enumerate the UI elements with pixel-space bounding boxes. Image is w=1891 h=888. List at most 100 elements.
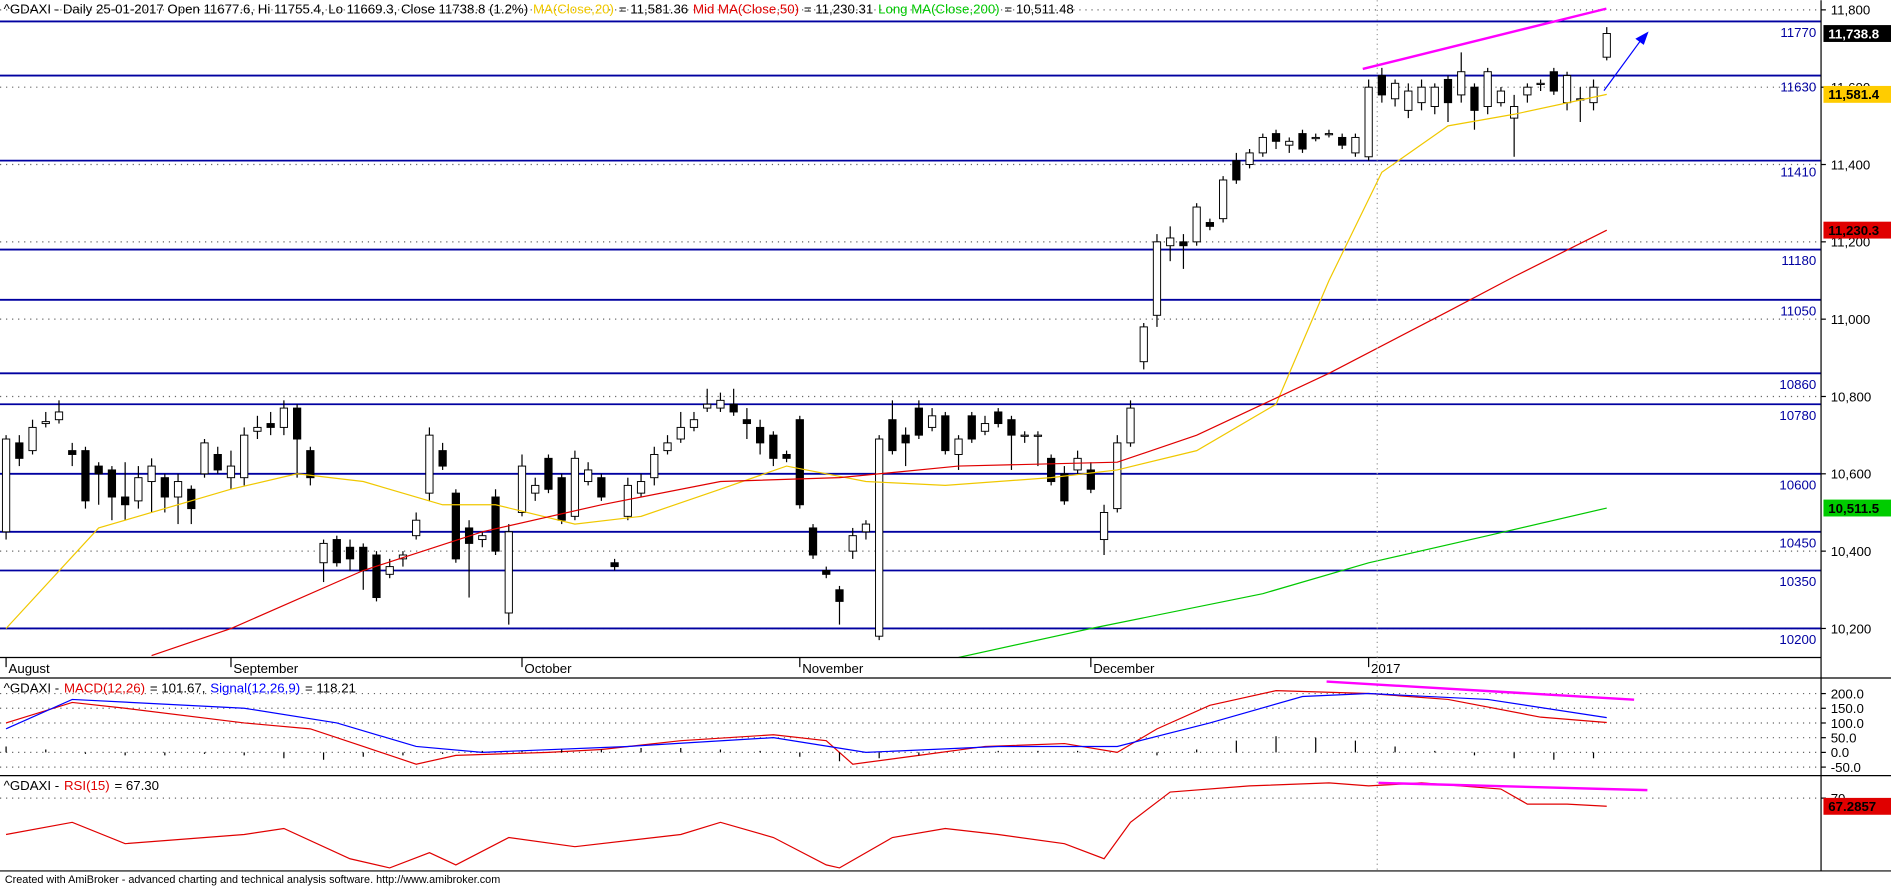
- arrow-head: [1635, 31, 1649, 45]
- chart-title: ^GDAXI -: [4, 680, 60, 695]
- candle-body: [1218, 179, 1228, 220]
- level-label: 10200: [1779, 632, 1816, 647]
- candle-body: [1033, 434, 1043, 437]
- candle-body: [994, 411, 1003, 425]
- candle-body: [1457, 71, 1466, 96]
- candle-body: [676, 426, 685, 440]
- trend-line: [1362, 7, 1607, 71]
- candle-body: [345, 546, 355, 560]
- candle-body: [306, 450, 315, 479]
- candle-body: [914, 407, 923, 436]
- candle-body: [808, 527, 818, 556]
- candle-body: [134, 477, 143, 502]
- candle-body: [1020, 434, 1029, 437]
- candle-body: [147, 465, 156, 483]
- value-tag: [1823, 25, 1891, 42]
- candle-body: [1338, 136, 1347, 146]
- candle-body: [941, 415, 950, 452]
- candle-body: [504, 531, 513, 614]
- candle-body: [1047, 457, 1056, 483]
- candle-body: [1205, 222, 1215, 227]
- value-tag-label: 11,581.4: [1828, 87, 1879, 102]
- candle-body: [557, 477, 566, 521]
- candle-body: [240, 434, 249, 479]
- candle-body: [332, 539, 341, 564]
- candle-body: [703, 403, 712, 409]
- candle-body: [226, 465, 236, 479]
- candle-body: [861, 523, 871, 533]
- level-label: 11410: [1780, 164, 1816, 179]
- y-tick-label: 200.0: [1831, 686, 1864, 701]
- candle-body: [848, 535, 857, 552]
- plot-area: [0, 690, 1822, 768]
- candle-body: [1549, 71, 1558, 92]
- value-tag: [1823, 499, 1891, 517]
- y-tick-label: 150.0: [1831, 701, 1864, 716]
- footer: Created with AmiBroker - advanced charti…: [5, 874, 500, 886]
- candle-body: [1324, 133, 1334, 136]
- x-tick-label: December: [1093, 661, 1155, 676]
- plot-area: [0, 782, 1822, 869]
- value-tag-label: 67.2857: [1828, 799, 1876, 814]
- candle-body: [729, 403, 738, 413]
- candle-body: [755, 426, 765, 444]
- level-label: 10600: [1779, 477, 1816, 492]
- candle-body: [266, 423, 275, 428]
- candle-body: [901, 434, 910, 444]
- candle-body: [769, 434, 778, 459]
- candle-body: [875, 438, 884, 637]
- candle-body: [517, 465, 527, 513]
- candle-body: [1232, 160, 1241, 181]
- level-label: 10450: [1779, 535, 1816, 550]
- y-tick-label: 0.0: [1831, 745, 1849, 760]
- candle-body: [1443, 78, 1453, 104]
- x-tick-label: October: [524, 661, 572, 676]
- candle-body: [1351, 136, 1360, 154]
- candle-body: [1390, 82, 1400, 100]
- trend-line: [1378, 781, 1648, 792]
- value-tag: [1823, 85, 1891, 103]
- candle-body: [28, 426, 37, 452]
- x-tick-label: November: [802, 661, 864, 676]
- candle-body: [385, 566, 394, 575]
- panel-header: ^GDAXI - RSI(15) = 67.30: [4, 778, 159, 793]
- candle-body: [584, 469, 593, 483]
- series-line: [151, 229, 1608, 657]
- candle-body: [610, 562, 619, 568]
- candle-body: [544, 457, 553, 490]
- value-tag: [1823, 797, 1891, 815]
- candle-body: [160, 477, 169, 498]
- y-tick-label: -50.0: [1831, 760, 1861, 775]
- candle-body: [1470, 86, 1479, 111]
- value-tag-label: 11,230.3: [1828, 223, 1879, 238]
- candle-body: [531, 484, 540, 494]
- candle-body: [689, 419, 699, 428]
- legend-name: MACD(12,26): [64, 680, 145, 695]
- candle-body: [597, 477, 606, 498]
- legend-name: MA(Close,20): [533, 1, 614, 16]
- legend-value: = 11,581.36: [619, 1, 688, 16]
- candle-body: [782, 453, 791, 459]
- candle-body: [980, 423, 990, 432]
- candle-body: [1483, 71, 1492, 107]
- level-label: 10860: [1779, 377, 1816, 392]
- x-tick-label: 2017: [1371, 661, 1400, 676]
- candle-body: [121, 496, 130, 506]
- candle-body: [81, 450, 90, 502]
- candle-body: [716, 399, 725, 409]
- candle-body: [1099, 511, 1109, 541]
- legend-value: = 67.30: [114, 778, 159, 793]
- candle-body: [822, 569, 831, 575]
- series-line: [5, 692, 1607, 753]
- series-line: [5, 782, 1607, 869]
- series-line: [958, 507, 1607, 658]
- y-tick-label: 11,000: [1831, 312, 1871, 327]
- candle-body: [1139, 326, 1148, 363]
- candle-body: [1192, 206, 1201, 243]
- candle-body: [1113, 442, 1122, 510]
- candle-body: [663, 442, 672, 452]
- panel: 11,80011,60011,40011,20011,00010,80010,6…: [0, 1, 1891, 676]
- candle-body: [1060, 473, 1069, 502]
- candle-body: [279, 407, 289, 428]
